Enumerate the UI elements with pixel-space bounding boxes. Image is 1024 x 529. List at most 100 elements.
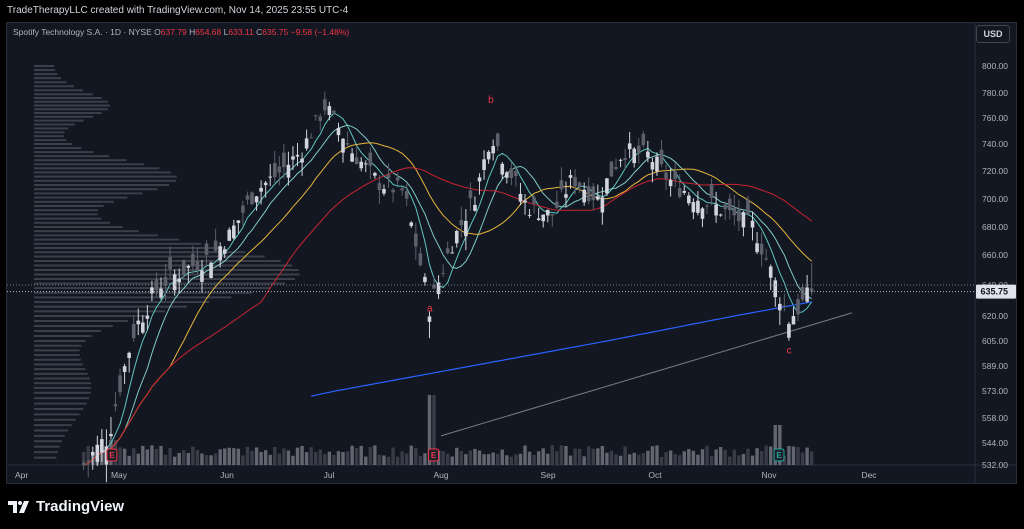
profile-bar bbox=[34, 310, 166, 313]
candle-body bbox=[750, 220, 755, 228]
profile-bar bbox=[34, 81, 67, 84]
candle-body bbox=[213, 240, 218, 251]
volume-bar bbox=[596, 448, 600, 465]
volume-bar bbox=[118, 447, 122, 465]
volume-bar bbox=[204, 455, 209, 465]
volume-bar bbox=[514, 454, 518, 465]
profile-bar bbox=[34, 372, 88, 375]
profile-bar bbox=[34, 386, 92, 389]
profile-bar bbox=[34, 85, 74, 88]
volume-bar bbox=[509, 456, 514, 465]
volume-bar bbox=[682, 451, 686, 465]
volume-bar bbox=[259, 451, 263, 465]
volume-bar bbox=[573, 448, 577, 465]
candle-body bbox=[363, 163, 368, 165]
volume-bar bbox=[687, 449, 691, 465]
profile-bar bbox=[34, 247, 224, 249]
candle-body bbox=[150, 287, 154, 294]
candle-body bbox=[309, 137, 313, 139]
candle-body bbox=[545, 209, 550, 216]
volume-bar bbox=[282, 448, 286, 465]
volume-bar bbox=[618, 455, 623, 465]
x-tick-label: Nov bbox=[761, 470, 777, 480]
candle-body bbox=[768, 266, 773, 278]
volume-bar bbox=[227, 447, 231, 465]
y-tick-label: 589.00 bbox=[982, 361, 1008, 371]
profile-bar bbox=[34, 413, 80, 416]
volume-bar bbox=[391, 447, 395, 465]
volume-bar bbox=[464, 454, 468, 465]
profile-bar bbox=[34, 269, 299, 271]
profile-bar bbox=[34, 296, 232, 299]
candle-body bbox=[122, 366, 127, 373]
candle-body bbox=[113, 404, 118, 407]
candle-body bbox=[773, 280, 778, 298]
candle-body bbox=[564, 194, 568, 198]
volume-bar bbox=[423, 453, 427, 465]
profile-bar bbox=[34, 135, 64, 138]
attribution-text: TradeTherapyLLC created with TradingView… bbox=[7, 5, 349, 16]
candle-body bbox=[486, 151, 491, 160]
candle-body bbox=[600, 197, 605, 213]
volume-bar bbox=[304, 452, 309, 465]
volume-bar bbox=[327, 451, 332, 465]
earnings-marker bbox=[773, 448, 785, 462]
profile-bar bbox=[34, 291, 253, 294]
candle-body bbox=[181, 259, 186, 275]
candle-body bbox=[741, 212, 746, 228]
volume-bar bbox=[737, 455, 741, 465]
volume-bar bbox=[450, 456, 454, 465]
candle-body bbox=[550, 214, 555, 216]
volume-bar bbox=[300, 445, 304, 465]
profile-bar bbox=[34, 335, 92, 337]
candle-body bbox=[327, 106, 332, 115]
volume-bar bbox=[587, 446, 591, 465]
candle-body bbox=[350, 153, 354, 162]
volume-bar bbox=[764, 445, 768, 465]
profile-bar bbox=[34, 209, 99, 212]
volume-bar bbox=[632, 452, 636, 465]
y-tick-label: 532.00 bbox=[982, 460, 1008, 470]
chart-frame[interactable]: Spotify Technology S.A. · 1D · NYSE O637… bbox=[6, 22, 1017, 484]
candle-body bbox=[518, 193, 523, 202]
price-chart[interactable]: Spotify Technology S.A. · 1D · NYSE O637… bbox=[7, 23, 1016, 483]
volume-bar bbox=[523, 445, 527, 465]
volume-bar bbox=[445, 453, 450, 465]
candle-body bbox=[636, 145, 641, 154]
candle-body bbox=[177, 278, 182, 283]
volume-bar bbox=[455, 447, 459, 465]
currency-button[interactable]: USD bbox=[976, 25, 1010, 43]
profile-bar bbox=[34, 238, 180, 241]
candle-body bbox=[491, 146, 495, 154]
profile-bar bbox=[34, 445, 60, 448]
candle-body bbox=[172, 274, 177, 291]
volume-bar bbox=[577, 448, 582, 465]
volume-bar bbox=[332, 454, 336, 465]
candle-body bbox=[673, 171, 677, 180]
volume-bar bbox=[359, 445, 363, 465]
profile-bar bbox=[34, 354, 80, 357]
volume-bar bbox=[145, 449, 150, 465]
candle-body bbox=[268, 176, 273, 178]
volume-bar bbox=[163, 454, 168, 465]
candle-body bbox=[232, 225, 236, 239]
volume-bar bbox=[186, 452, 191, 465]
volume-bar bbox=[254, 447, 259, 465]
volume-bar bbox=[154, 448, 159, 465]
candle-body bbox=[609, 161, 614, 177]
legend-ohlc: Spotify Technology S.A. · 1D · NYSE O637… bbox=[13, 27, 349, 37]
profile-bar bbox=[34, 377, 90, 380]
candle-body bbox=[109, 433, 113, 437]
profile-bar bbox=[34, 147, 82, 150]
candle-body bbox=[209, 262, 213, 279]
candle-body bbox=[450, 252, 455, 254]
profile-bar bbox=[34, 408, 84, 410]
profile-bar bbox=[34, 217, 102, 220]
profile-bar bbox=[34, 221, 111, 224]
tradingview-logo[interactable]: TradingView bbox=[8, 498, 124, 515]
volume-bar bbox=[468, 450, 473, 465]
profile-bar bbox=[34, 349, 80, 352]
candle-body bbox=[118, 375, 122, 393]
volume-bar bbox=[373, 445, 377, 465]
candle-body bbox=[655, 156, 659, 172]
